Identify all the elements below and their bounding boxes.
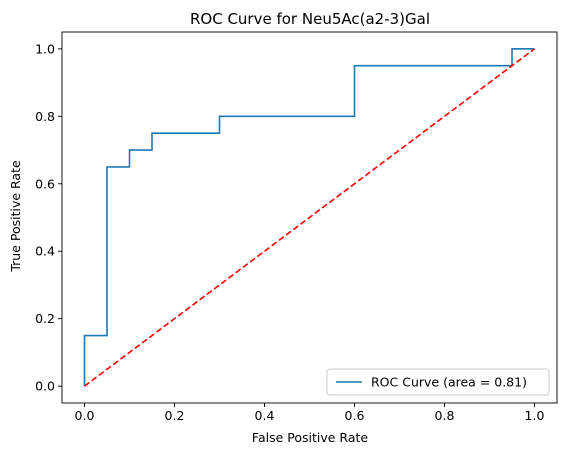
y-tick-label: 0.0 bbox=[35, 379, 55, 394]
x-tick-label: 0.6 bbox=[345, 408, 365, 423]
axes-frame bbox=[61, 31, 558, 404]
x-tick-label: 1.0 bbox=[525, 408, 545, 423]
y-tick-label: 0.8 bbox=[35, 109, 55, 124]
y-tick-label: 0.2 bbox=[35, 311, 55, 326]
y-tick-label: 0.6 bbox=[35, 176, 55, 191]
axis-ticks: 0.0 0.2 0.4 0.6 0.8 1.0 0.0 0.2 0.4 0.6 0.8 1.0 bbox=[35, 41, 544, 423]
y-axis-label: True Positive Rate bbox=[8, 160, 23, 273]
y-tick-label: 1.0 bbox=[35, 41, 55, 56]
roc-curve-line bbox=[83, 48, 535, 387]
plot-area bbox=[61, 31, 558, 404]
y-tick-label: 0.4 bbox=[35, 244, 55, 259]
x-tick-label: 0.2 bbox=[165, 408, 185, 423]
x-tick-label: 0.0 bbox=[75, 408, 95, 423]
chart-title: ROC Curve for Neu5Ac(a2-3)Gal bbox=[190, 10, 430, 28]
diagonal-reference-line bbox=[84, 48, 535, 387]
legend-box bbox=[326, 368, 550, 396]
x-tick-label: 0.8 bbox=[435, 408, 455, 423]
x-tick-label: 0.4 bbox=[255, 408, 275, 423]
legend-label-roc-curve: ROC Curve (area = 0.81) bbox=[371, 375, 527, 390]
x-axis-label: False Positive Rate bbox=[252, 430, 368, 445]
legend: ROC Curve (area = 0.81) bbox=[326, 368, 550, 396]
